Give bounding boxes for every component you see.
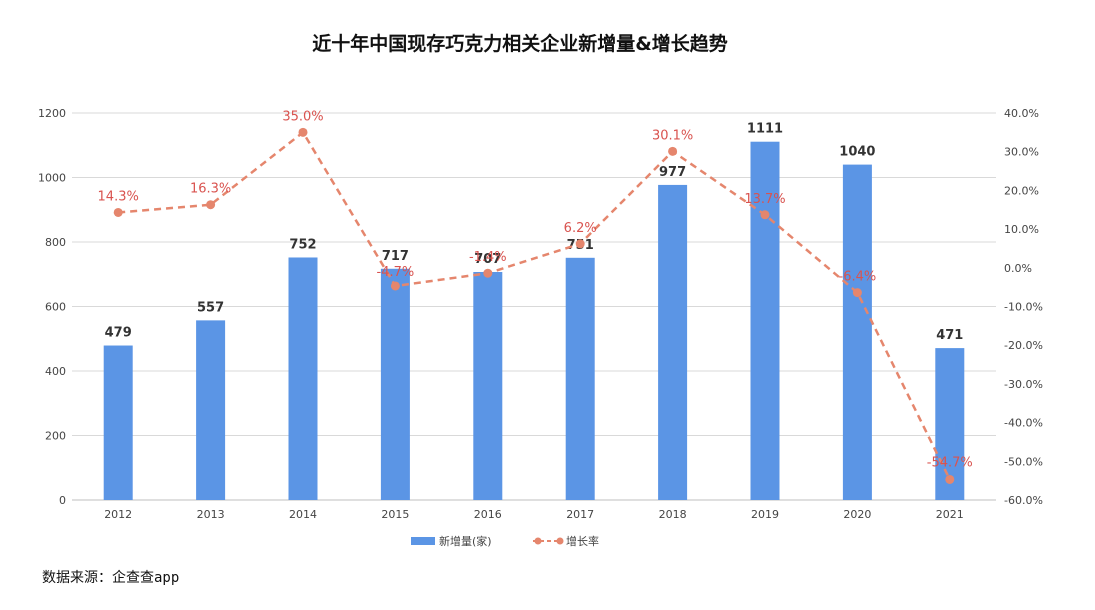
line-data-labels: 14.3% 16.3% 35.0% -4.7% -1.4% 6.2% 30.1% 13.7% -…	[98, 109, 973, 470]
growth-rate-point	[206, 200, 216, 210]
growth-rate-line	[118, 130, 951, 481]
legend-bar-swatch	[411, 537, 435, 545]
right-tick-label: -60.0%	[1004, 494, 1043, 507]
x-tick-label: 2015	[381, 508, 409, 521]
bar-value-label: 479	[105, 326, 132, 341]
left-tick-label: 800	[45, 236, 66, 249]
gridlines	[72, 112, 996, 501]
growth-rate-label: 35.0%	[282, 109, 323, 124]
bar	[565, 257, 595, 500]
bar	[103, 345, 133, 500]
left-tick-label: 600	[45, 301, 66, 314]
right-tick-label: -10.0%	[1004, 301, 1043, 314]
x-axis: 2012 2013 2014 2015 2016 2017 2018 2019 2020 2021	[72, 499, 996, 521]
bar-value-label: 977	[659, 165, 686, 180]
bar-value-label: 707	[474, 252, 501, 267]
bar-value-label: 557	[197, 300, 224, 315]
growth-rate-point	[298, 127, 308, 137]
legend-bar-label: 新增量(家)	[439, 534, 492, 548]
legend-line-marker	[534, 537, 542, 545]
growth-rate-label: -54.7%	[927, 455, 973, 470]
bar-value-label: 717	[382, 249, 409, 264]
bar	[935, 348, 965, 500]
line-series	[113, 127, 955, 484]
right-tick-label: -30.0%	[1004, 378, 1043, 391]
left-y-axis: 0 200 400 600 800 1000 1200	[38, 107, 66, 507]
growth-rate-point	[668, 146, 678, 156]
growth-rate-label: 14.3%	[98, 189, 139, 204]
right-tick-label: 10.0%	[1004, 223, 1039, 236]
bar-value-label: 752	[289, 237, 316, 252]
right-tick-label: -50.0%	[1004, 455, 1043, 468]
growth-rate-label: 30.1%	[652, 128, 693, 143]
bar-data-labels: 47955775271770775197711111040471	[105, 122, 964, 343]
x-tick-label: 2013	[197, 508, 225, 521]
bar-value-label: 1040	[839, 145, 875, 160]
x-tick-label: 2020	[843, 508, 871, 521]
bar	[842, 164, 872, 500]
bar-value-label: 471	[936, 328, 963, 343]
left-tick-label: 200	[45, 430, 66, 443]
growth-rate-point	[852, 288, 862, 298]
bar-value-label: 1111	[747, 122, 783, 137]
x-tick-label: 2019	[751, 508, 779, 521]
legend: 新增量(家) 增长率	[411, 534, 599, 548]
growth-rate-point	[760, 210, 770, 220]
x-tick-label: 2016	[474, 508, 502, 521]
right-tick-label: 0.0%	[1004, 262, 1032, 275]
x-tick-label: 2017	[566, 508, 594, 521]
growth-rate-label: 13.7%	[744, 192, 785, 207]
bar	[473, 271, 503, 500]
left-tick-label: 400	[45, 365, 66, 378]
bar	[196, 320, 226, 500]
growth-rate-label: -6.4%	[839, 270, 877, 285]
right-y-axis: -60.0% -50.0% -40.0% -30.0% -20.0% -10.0% 0.0%…	[1004, 107, 1043, 507]
growth-rate-point	[113, 207, 123, 217]
legend-line-marker	[556, 537, 564, 545]
bar	[750, 141, 780, 500]
growth-rate-label: -1.4%	[469, 250, 507, 265]
right-tick-label: 30.0%	[1004, 146, 1039, 159]
growth-rate-point	[390, 281, 400, 291]
legend-line-label: 增长率	[566, 534, 599, 548]
right-tick-label: -40.0%	[1004, 417, 1043, 430]
growth-rate-label: 6.2%	[564, 221, 597, 236]
growth-rate-point	[945, 474, 955, 484]
bar	[380, 268, 410, 500]
bar-series	[103, 141, 965, 501]
growth-rate-label: -4.7%	[377, 265, 415, 280]
right-tick-label: -20.0%	[1004, 339, 1043, 352]
left-tick-label: 0	[59, 494, 66, 507]
growth-rate-label: 16.3%	[190, 182, 231, 197]
growth-rate-point	[575, 239, 585, 249]
left-tick-label: 1200	[38, 107, 66, 120]
left-tick-label: 1000	[38, 172, 66, 185]
bar	[288, 257, 318, 500]
source-note: 数据来源：企查查app	[42, 569, 179, 586]
x-tick-label: 2014	[289, 508, 317, 521]
chart-title: 近十年中国现存巧克力相关企业新增量&增长趋势	[312, 32, 728, 55]
right-tick-label: 40.0%	[1004, 107, 1039, 120]
growth-rate-point	[483, 268, 493, 278]
bar	[658, 184, 688, 501]
right-tick-label: 20.0%	[1004, 184, 1039, 197]
x-tick-label: 2012	[104, 508, 132, 521]
x-tick-label: 2021	[936, 508, 964, 521]
x-tick-label: 2018	[659, 508, 687, 521]
